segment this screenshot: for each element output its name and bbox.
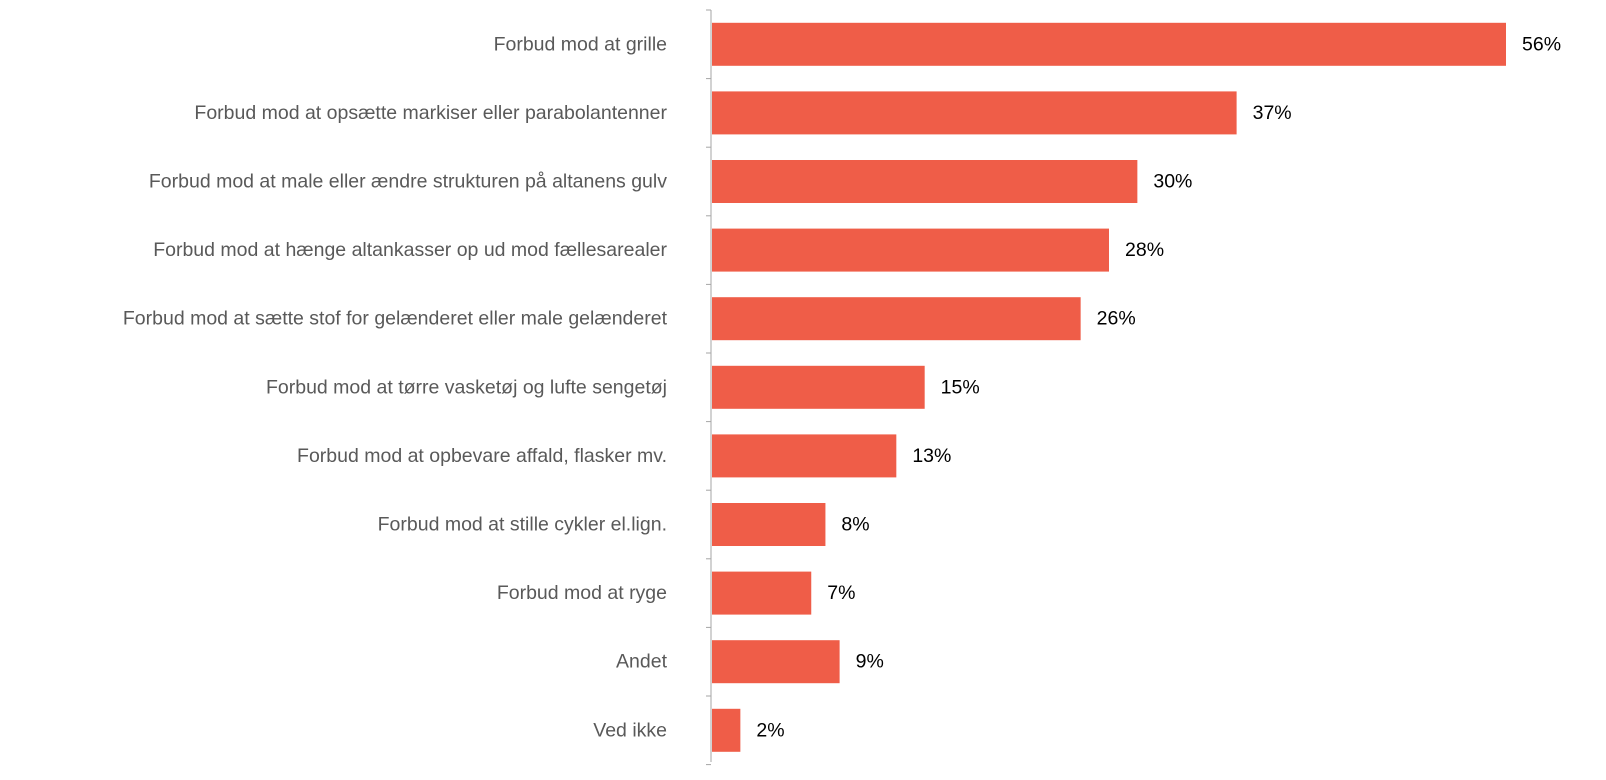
value-label: 15% — [941, 376, 980, 398]
value-label: 26% — [1097, 308, 1136, 330]
value-label: 28% — [1125, 239, 1164, 261]
bar-6 — [712, 365, 925, 409]
bar-7 — [712, 434, 897, 478]
value-label: 8% — [841, 514, 869, 536]
bar-layer — [712, 22, 1506, 752]
category-label: Forbud mod at tørre vasketøj og lufte se… — [266, 376, 667, 398]
bar-4 — [712, 228, 1109, 272]
bar-11 — [712, 708, 741, 752]
value-label: 13% — [912, 445, 951, 467]
bar-8 — [712, 503, 826, 546]
category-label: Forbud mod at male eller ændre strukture… — [149, 171, 667, 193]
bar-1 — [712, 22, 1506, 66]
category-label: Forbud mod at grille — [494, 33, 667, 55]
category-label: Forbud mod at opsætte markiser eller par… — [194, 102, 667, 124]
bar-10 — [712, 640, 840, 684]
category-label: Ved ikke — [593, 719, 667, 741]
bar-2 — [712, 91, 1237, 135]
bar-5 — [712, 297, 1081, 341]
value-label: 9% — [856, 651, 884, 673]
value-label: 30% — [1153, 171, 1192, 193]
category-label: Forbud mod at ryge — [497, 582, 667, 604]
value-label: 2% — [756, 719, 784, 741]
value-label: 56% — [1522, 33, 1561, 55]
category-label: Forbud mod at hænge altankasser op ud mo… — [153, 239, 667, 261]
category-label: Forbud mod at sætte stof for gelænderet … — [123, 308, 668, 330]
category-label: Forbud mod at stille cykler el.lign. — [378, 514, 667, 536]
category-label: Andet — [616, 651, 668, 673]
axis-layer — [706, 9, 712, 766]
value-label: 7% — [827, 582, 855, 604]
value-label: 37% — [1253, 102, 1292, 124]
bar-3 — [712, 160, 1138, 203]
label-layer: Forbud mod at grille 56% Forbud mod at ops… — [123, 33, 1561, 741]
bar-9 — [712, 571, 812, 615]
category-label: Forbud mod at opbevare affald, flasker m… — [297, 445, 667, 467]
